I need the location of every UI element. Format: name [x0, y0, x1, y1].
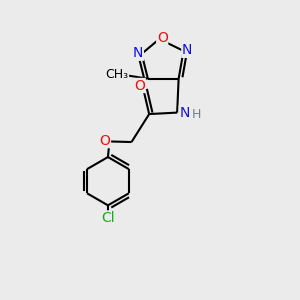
- Text: O: O: [100, 134, 110, 148]
- Text: O: O: [157, 31, 168, 45]
- Text: Cl: Cl: [102, 211, 116, 225]
- Text: N: N: [133, 46, 143, 60]
- Text: O: O: [134, 79, 145, 92]
- Text: CH₃: CH₃: [105, 68, 128, 81]
- Text: H: H: [192, 108, 201, 121]
- Text: N: N: [179, 106, 190, 120]
- Text: N: N: [182, 43, 192, 57]
